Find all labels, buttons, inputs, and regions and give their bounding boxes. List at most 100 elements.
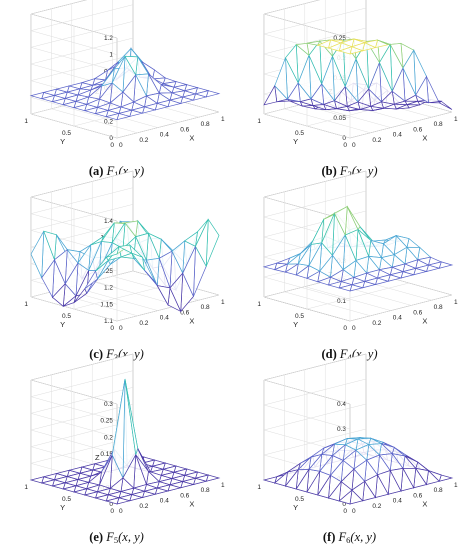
mesh-face [338,46,353,55]
mesh-face [106,491,122,499]
mesh-face [378,266,393,276]
mesh-face [132,483,148,492]
mesh-face [51,482,66,490]
mesh-face [156,285,171,307]
mesh-face [298,98,314,107]
panel-tag: (c) [89,347,104,361]
mesh-face [143,487,158,495]
mesh-face [388,271,404,279]
mesh-face [308,242,323,272]
mesh-face [346,206,361,231]
mesh-face [94,494,109,502]
mesh-face [85,484,101,493]
mesh-face [158,92,173,101]
mesh-face [87,471,102,486]
mesh-face [438,100,453,110]
mesh-face [402,49,417,96]
panel-e: 00.050.10.150.20.250.300.20.40.60.8100.5… [0,353,233,549]
mesh-face [329,459,344,483]
mesh-face [96,102,111,111]
function-args: (x, y) [118,530,144,544]
z-tick-label: 0.2 [104,118,113,125]
panel-b: 00.050.10.150.20.2500.20.40.60.8100.51XY… [233,0,466,183]
y-tick-label: 1 [24,118,28,125]
mesh-face [306,40,321,46]
mesh-face [334,437,348,446]
x-tick-label: 0.6 [180,126,189,133]
x-tick-label: 0.6 [413,492,422,499]
mesh-face [297,55,312,100]
mesh-face [286,252,301,265]
mesh-face [72,103,88,112]
mesh-face [104,497,120,505]
panel-caption: (d) F4(x, y) [233,347,466,362]
y-axis-label: Y [293,503,298,512]
z-tick-label: 1 [109,52,113,59]
z-tick-label: 0.05 [333,115,346,122]
mesh-face [147,232,162,260]
y-gridline [306,209,410,310]
mesh-face [286,81,301,103]
mesh-face [109,91,124,108]
mesh-face [308,453,323,472]
mesh-face [67,82,83,90]
mesh-face [337,284,353,292]
mesh-face [53,91,68,99]
mesh-face [330,39,344,44]
function-letter: F [106,530,114,544]
mesh-face [161,84,175,94]
y-tick-label: 0 [343,325,347,332]
z-axis-label: Z [95,453,100,462]
mesh-face [159,471,175,479]
mesh-face [389,43,404,69]
mesh-face [347,437,362,440]
surface-mesh [29,378,221,505]
x-tick-label: 0.8 [434,304,443,311]
mesh-face [53,476,68,484]
z-tick-label: 1.2 [104,35,113,42]
mesh-face [310,82,325,105]
mesh-face [391,67,406,102]
function-letter: F [338,530,347,544]
x-axis-label: X [189,134,194,143]
mesh-face [29,91,45,100]
y-axis-label: Y [293,320,298,329]
function-letter: F [339,164,348,178]
mesh-face [40,94,56,103]
mesh-face [145,92,160,104]
mesh-face [406,246,421,261]
mesh-face [80,463,96,471]
x-tick-label: 0.4 [160,132,169,139]
y-tick-label: 0 [343,142,347,149]
mesh-face [306,471,321,496]
x-axis-label: X [422,500,427,509]
mesh-face [61,485,77,493]
z-tick-label: 1.15 [100,301,113,308]
mesh-face [289,100,303,107]
surface-plot: 00.050.10.150.20.250.300.20.40.60.8100.5… [24,353,225,515]
mesh-face [111,56,126,93]
mesh-face [327,42,342,52]
mesh-face [51,97,66,106]
mesh-face [146,257,160,286]
mesh-face [380,254,395,268]
mesh-face [363,39,378,49]
z-tick-label: 1.25 [100,268,113,275]
mesh-face [353,38,368,44]
mesh-face [352,272,368,282]
x-tick-label: 0.6 [180,309,189,316]
y-tick-label: 1 [257,301,261,308]
y-gridline [30,197,134,298]
mesh-face [90,235,105,246]
mesh-face [54,248,68,284]
mesh-face [350,42,366,52]
mesh-face [84,270,98,290]
mesh-face [403,94,419,102]
y-tick-label: 0 [110,325,114,332]
panel-tag: (a) [88,164,104,178]
mesh-face [104,112,120,121]
mesh-face [55,469,70,477]
mesh-face [350,280,366,289]
mesh-face [111,378,126,479]
